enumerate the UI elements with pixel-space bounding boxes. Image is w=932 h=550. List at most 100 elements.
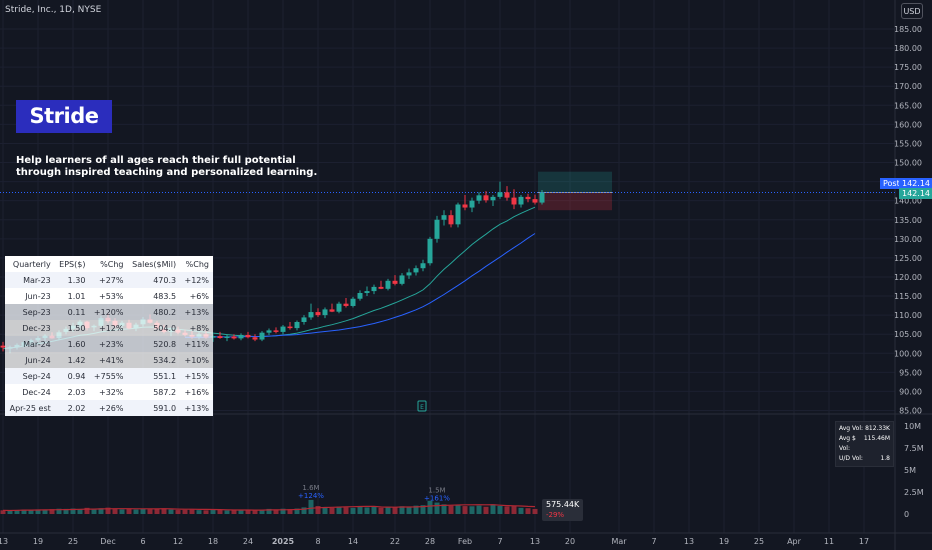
candle-body: [336, 303, 342, 312]
earnings-table: Quarterly EPS($) %Chg Sales($Mil) %Chg M…: [5, 256, 213, 416]
cell: 483.5: [153, 291, 177, 301]
volume-bar: [336, 506, 342, 514]
candle-body: [518, 196, 524, 205]
volume-tick-label: 2.5M: [904, 488, 924, 497]
candle-body: [63, 328, 69, 332]
candle-body: [532, 199, 538, 203]
price-tick-label: 155.00: [894, 139, 922, 148]
moving-average-slow: [185, 233, 536, 338]
time-tick-label: 6: [140, 537, 145, 546]
time-tick-label: Feb: [458, 537, 472, 546]
candle-body: [448, 215, 454, 225]
candle-body: [525, 196, 531, 200]
cell: 0.11: [67, 307, 86, 317]
candle-body: [343, 303, 349, 306]
price-tick-label: 85.00: [899, 407, 922, 416]
cell: 520.8: [153, 339, 177, 349]
candle-body: [91, 325, 97, 328]
volume-bar: [287, 509, 293, 514]
cell: +12%: [99, 323, 124, 333]
time-tick-label: Dec: [100, 537, 115, 546]
volume-bar: [371, 506, 377, 514]
cell: Jun-24: [25, 355, 51, 365]
header-sales-chg: %Chg: [185, 259, 209, 269]
table-row: Apr-25 est 2.02 +26% 591.0 +13%: [5, 400, 213, 416]
candle-body: [7, 347, 13, 349]
candle-body: [462, 204, 468, 208]
candle-body: [329, 309, 335, 312]
cell: 587.2: [153, 387, 177, 397]
volume-bar: [308, 499, 314, 514]
company-tagline: Help learners of all ages reach their fu…: [16, 155, 317, 179]
time-tick-label: Apr: [787, 537, 802, 546]
price-tick-label: 115.00: [894, 292, 922, 301]
candle-body: [266, 330, 272, 333]
cell: 1.42: [67, 355, 86, 365]
volume-bar: [182, 509, 188, 514]
candle-body: [280, 326, 286, 332]
candle-body: [350, 298, 356, 306]
volume-bar: [301, 507, 307, 514]
candle-body: [301, 317, 307, 322]
stats-value: 115.46M: [863, 435, 890, 442]
volume-bar: [49, 509, 55, 514]
volume-bar: [357, 506, 363, 514]
volume-bar: [196, 510, 202, 514]
stats-row-avg-vol: Avg Vol: 812.33K: [839, 424, 890, 434]
time-tick-label: 25: [68, 537, 78, 546]
table-row: Sep-23 0.11 +120% 480.2 +13%: [5, 304, 213, 320]
cell: 504.0: [153, 323, 177, 333]
volume-bar: [399, 506, 405, 514]
volume-bar: [525, 508, 531, 514]
candle-body: [427, 238, 433, 264]
volume-bar: [497, 505, 503, 514]
price-tick-label: 135.00: [894, 216, 922, 225]
volume-bar: [0, 510, 6, 514]
earnings-marker-label: E: [420, 404, 424, 411]
cell: 0.94: [67, 371, 86, 381]
candle-body: [455, 204, 461, 225]
time-tick-label: 13: [0, 537, 8, 546]
time-tick-label: 13: [684, 537, 694, 546]
candle-body: [273, 330, 279, 332]
cell: +23%: [99, 339, 124, 349]
candle-body: [84, 321, 90, 329]
price-tick-label: 170.00: [894, 82, 922, 91]
stats-row-avg-dollar-vol: Avg $ Vol: 115.46M: [839, 434, 890, 454]
price-tick-label: 150.00: [894, 159, 922, 168]
position-stop-zone: [538, 192, 612, 211]
volume-bar: [203, 510, 209, 514]
time-tick-label: 14: [348, 537, 358, 546]
table-row: Dec-24 2.03 +32% 587.2 +16%: [5, 384, 213, 400]
volume-bar: [532, 508, 538, 514]
volume-bar: [98, 508, 104, 514]
current-volume-change: -29%: [546, 511, 565, 519]
currency-button[interactable]: USD: [901, 3, 923, 19]
stats-row-ud-vol: U/D Vol: 1.8: [839, 454, 890, 464]
candle-body: [378, 286, 384, 289]
volume-bar: [511, 506, 517, 514]
volume-bar: [469, 506, 475, 514]
volume-bar: [161, 508, 167, 514]
candle-body: [147, 319, 153, 323]
volume-bar: [70, 508, 76, 514]
candle-body: [133, 324, 139, 329]
cell: Sep-24: [22, 371, 51, 381]
tagline-line-2: through inspired teaching and personaliz…: [16, 167, 318, 178]
cell: 534.2: [153, 355, 177, 365]
candle-body: [196, 334, 202, 337]
volume-bar: [455, 504, 461, 514]
cell: +13%: [184, 403, 209, 413]
candle-body: [98, 318, 104, 326]
candle-body: [224, 336, 230, 339]
volume-bar: [406, 506, 412, 514]
volume-bar: [154, 508, 160, 514]
cell: 2.02: [67, 403, 86, 413]
price-tick-label: 130.00: [894, 235, 922, 244]
candle-body: [140, 319, 146, 325]
cell: +120%: [93, 307, 124, 317]
cell: 470.3: [153, 275, 177, 285]
volume-annotation-change: +124%: [298, 492, 324, 500]
